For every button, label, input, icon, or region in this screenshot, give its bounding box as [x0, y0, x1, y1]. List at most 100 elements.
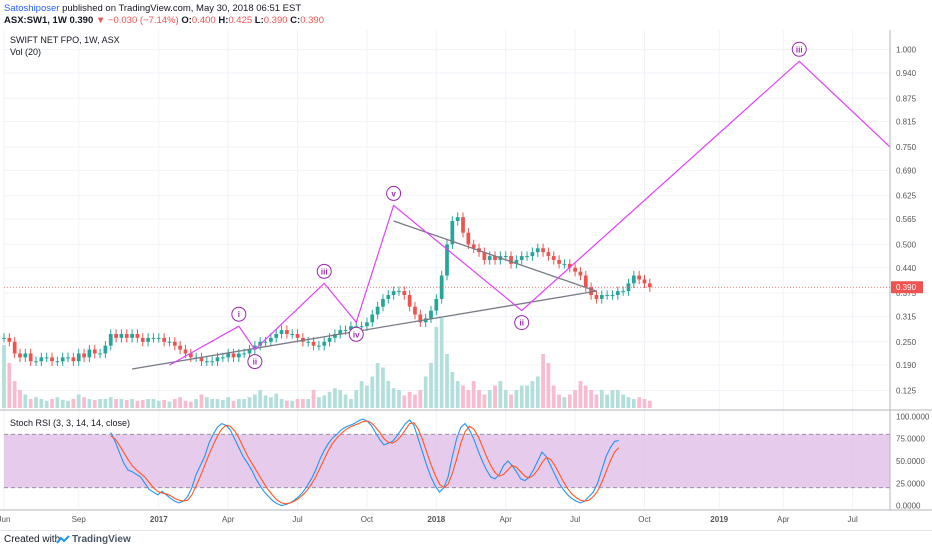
rsi-tick-label: 100.0000 — [896, 412, 930, 421]
candle-body — [236, 353, 241, 358]
volume-bar — [599, 390, 604, 408]
volume-bar — [268, 397, 273, 408]
candle-body — [455, 217, 460, 221]
volume-bar — [605, 394, 609, 408]
candle-body — [23, 353, 28, 358]
volume-bar — [466, 390, 471, 408]
lower-trendline — [131, 290, 597, 370]
wave-label-circle — [348, 326, 364, 342]
candle-body — [445, 244, 449, 276]
candle-body — [647, 283, 652, 288]
down-arrow-icon: ▼ — [95, 15, 106, 26]
volume-bar — [183, 400, 188, 408]
volume-bar — [386, 381, 391, 408]
candle-body — [487, 256, 492, 260]
publisher-name[interactable]: Satoshiposer — [4, 3, 60, 14]
candle-body — [327, 337, 332, 342]
wave-label-circle — [386, 185, 402, 201]
volume-bar — [82, 397, 86, 408]
volume-bar — [445, 354, 449, 408]
candle-body — [631, 275, 636, 284]
price-tick-label: 0.750 — [896, 143, 917, 152]
wave-label-circle — [514, 315, 530, 331]
candle-body — [503, 256, 508, 258]
time-tick-label: 2017 — [150, 515, 168, 524]
last-price-label: 0.390 — [896, 283, 917, 292]
candle-body — [151, 337, 156, 339]
rsi-tick-label: 0.0000 — [896, 502, 921, 511]
volume-bar — [413, 394, 417, 408]
volume-bar — [231, 400, 236, 408]
candle-body — [18, 353, 22, 358]
open-value: 0.400 — [191, 15, 216, 26]
wave-label: ii — [253, 358, 257, 367]
candle-body — [55, 361, 60, 363]
time-tick-label: Oct — [638, 515, 651, 524]
candle-body — [562, 263, 567, 265]
volume-bar — [578, 381, 583, 408]
volume-bar — [178, 397, 183, 408]
volume-bar — [439, 318, 444, 408]
candle-body — [220, 357, 225, 359]
volume-bar — [359, 381, 364, 408]
candle-body — [311, 341, 316, 346]
volume-bar — [39, 399, 44, 408]
created-with-label: Created with — [4, 534, 61, 545]
candle-body — [621, 291, 626, 293]
volume-bar — [402, 395, 407, 408]
candle-body — [434, 298, 439, 311]
candle-body — [140, 337, 145, 342]
volume-bar — [626, 397, 631, 408]
volume-bar — [295, 399, 300, 408]
candle-body — [167, 341, 172, 343]
published-text: published on TradingView.com, May 30, 20… — [62, 3, 302, 14]
volume-bar — [285, 400, 289, 408]
price-tick-label: 1.000 — [896, 46, 917, 55]
volume-bar — [242, 399, 247, 408]
candle-body — [39, 357, 44, 362]
volume-legend: Vol (20) — [10, 47, 41, 57]
wave-label: v — [391, 189, 396, 198]
wave-label: i — [238, 310, 240, 319]
time-tick-label: Apr — [499, 515, 512, 524]
price-tick-label: 0.500 — [896, 240, 917, 249]
candle-body — [44, 357, 49, 359]
candle-body — [546, 252, 551, 257]
wave-label-circle — [791, 41, 807, 57]
price-tick-label: 0.690 — [896, 166, 917, 175]
time-tick-label: Jun — [0, 515, 10, 524]
stoch-k-line — [110, 418, 619, 507]
candle-body — [439, 275, 444, 299]
volume-bar — [119, 399, 124, 408]
candle-body — [82, 353, 86, 358]
volume-bar — [55, 397, 60, 408]
volume-bar — [615, 390, 620, 408]
price-tick-label: 0.875 — [896, 94, 917, 103]
price-tick-label: 0.315 — [896, 312, 917, 321]
volume-bar — [210, 399, 215, 408]
wave-label: iv — [353, 330, 360, 339]
candle-body — [242, 353, 247, 355]
wave-label-circle — [231, 306, 247, 322]
volume-bar — [562, 397, 567, 408]
candle-body — [573, 267, 577, 272]
volume-bar — [290, 400, 295, 408]
candle-body — [525, 256, 529, 258]
volume-bar — [274, 393, 279, 408]
low-label: L: — [254, 15, 264, 26]
volume-bar — [370, 376, 375, 408]
volume-bar — [381, 367, 385, 408]
candle-body — [519, 256, 524, 260]
tradingview-brand[interactable]: TradingView — [72, 534, 131, 545]
volume-bar — [343, 394, 348, 408]
candle-body — [397, 291, 401, 293]
chart-area[interactable]: i ii iii iv v ii iii 1.000 0.940 0.875 0.815 0.750… — [0, 30, 932, 530]
candle-body — [541, 248, 545, 253]
last-price-badge — [891, 281, 923, 294]
volume-bar — [2, 345, 6, 408]
volume-bars — [2, 318, 652, 408]
candle-body — [450, 221, 455, 245]
candle-body — [578, 271, 583, 276]
